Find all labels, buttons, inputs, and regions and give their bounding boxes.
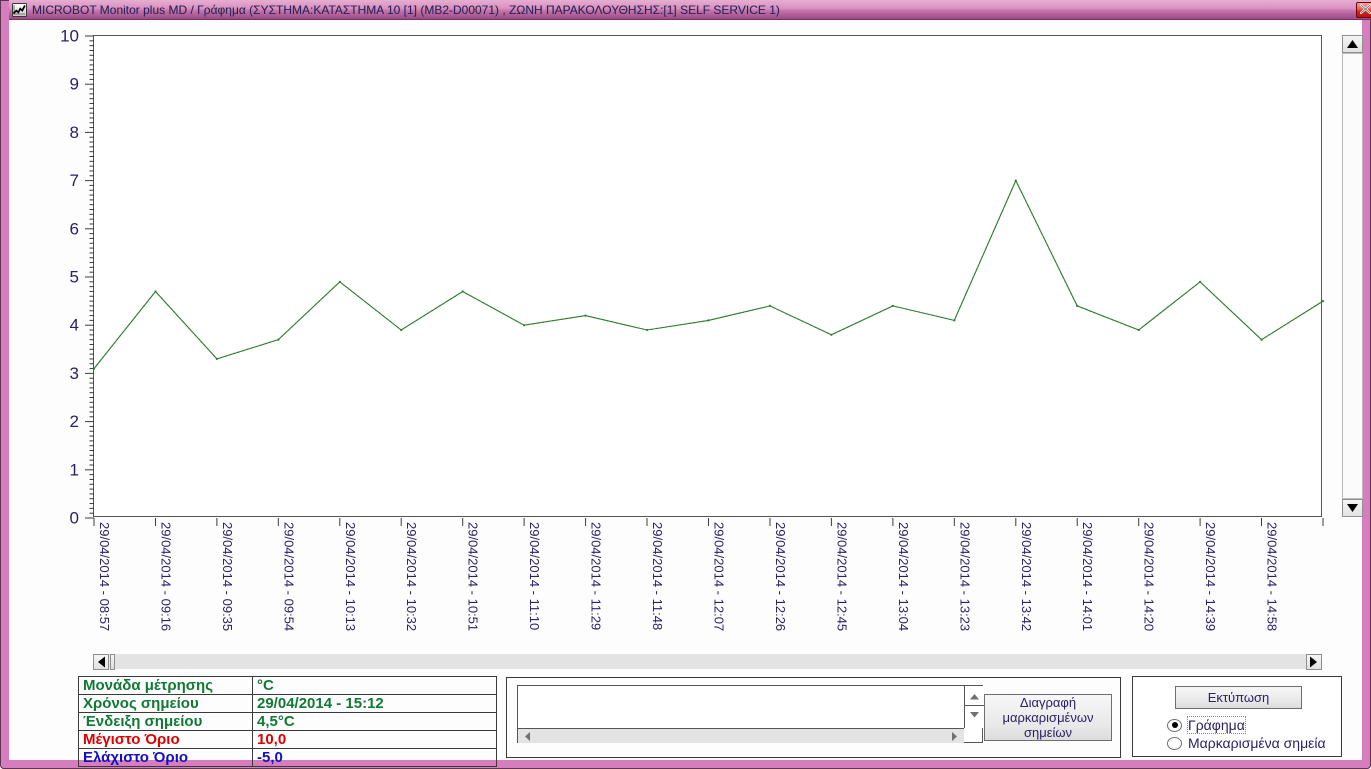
svg-text:9: 9 (70, 75, 79, 94)
svg-text:3: 3 (70, 364, 79, 383)
svg-text:29/04/2014 - 12:07: 29/04/2014 - 12:07 (712, 522, 727, 631)
svg-text:29/04/2014 - 09:54: 29/04/2014 - 09:54 (281, 522, 296, 631)
svg-text:29/04/2014 - 11:10: 29/04/2014 - 11:10 (527, 522, 542, 630)
svg-text:29/04/2014 - 10:51: 29/04/2014 - 10:51 (466, 522, 481, 631)
svg-text:29/04/2014 - 14:01: 29/04/2014 - 14:01 (1080, 522, 1095, 631)
svg-text:29/04/2014 - 14:39: 29/04/2014 - 14:39 (1203, 522, 1218, 631)
svg-text:29/04/2014 - 12:26: 29/04/2014 - 12:26 (773, 522, 788, 631)
svg-text:29/04/2014 - 11:48: 29/04/2014 - 11:48 (650, 522, 665, 630)
svg-text:0: 0 (70, 509, 79, 528)
svg-text:29/04/2014 - 13:04: 29/04/2014 - 13:04 (896, 522, 911, 631)
svg-text:7: 7 (70, 171, 79, 190)
svg-text:29/04/2014 - 13:42: 29/04/2014 - 13:42 (1019, 522, 1034, 631)
svg-text:6: 6 (70, 219, 79, 238)
svg-text:1: 1 (70, 460, 79, 479)
svg-text:29/04/2014 - 14:58: 29/04/2014 - 14:58 (1265, 522, 1280, 631)
svg-text:29/04/2014 - 11:29: 29/04/2014 - 11:29 (589, 522, 604, 630)
svg-text:29/04/2014 - 09:35: 29/04/2014 - 09:35 (220, 522, 235, 631)
svg-text:2: 2 (70, 412, 79, 431)
svg-text:29/04/2014 - 09:16: 29/04/2014 - 09:16 (159, 522, 174, 631)
svg-text:29/04/2014 - 08:57: 29/04/2014 - 08:57 (97, 522, 112, 631)
svg-text:29/04/2014 - 14:20: 29/04/2014 - 14:20 (1142, 522, 1157, 631)
svg-text:4: 4 (70, 316, 79, 335)
svg-text:29/04/2014 - 12:45: 29/04/2014 - 12:45 (834, 522, 849, 631)
svg-text:5: 5 (70, 268, 79, 287)
svg-text:29/04/2014 - 10:32: 29/04/2014 - 10:32 (404, 522, 419, 631)
svg-text:10: 10 (60, 27, 79, 46)
svg-text:29/04/2014 - 13:23: 29/04/2014 - 13:23 (957, 522, 972, 631)
svg-text:29/04/2014 - 10:13: 29/04/2014 - 10:13 (343, 522, 358, 631)
svg-text:8: 8 (70, 123, 79, 142)
